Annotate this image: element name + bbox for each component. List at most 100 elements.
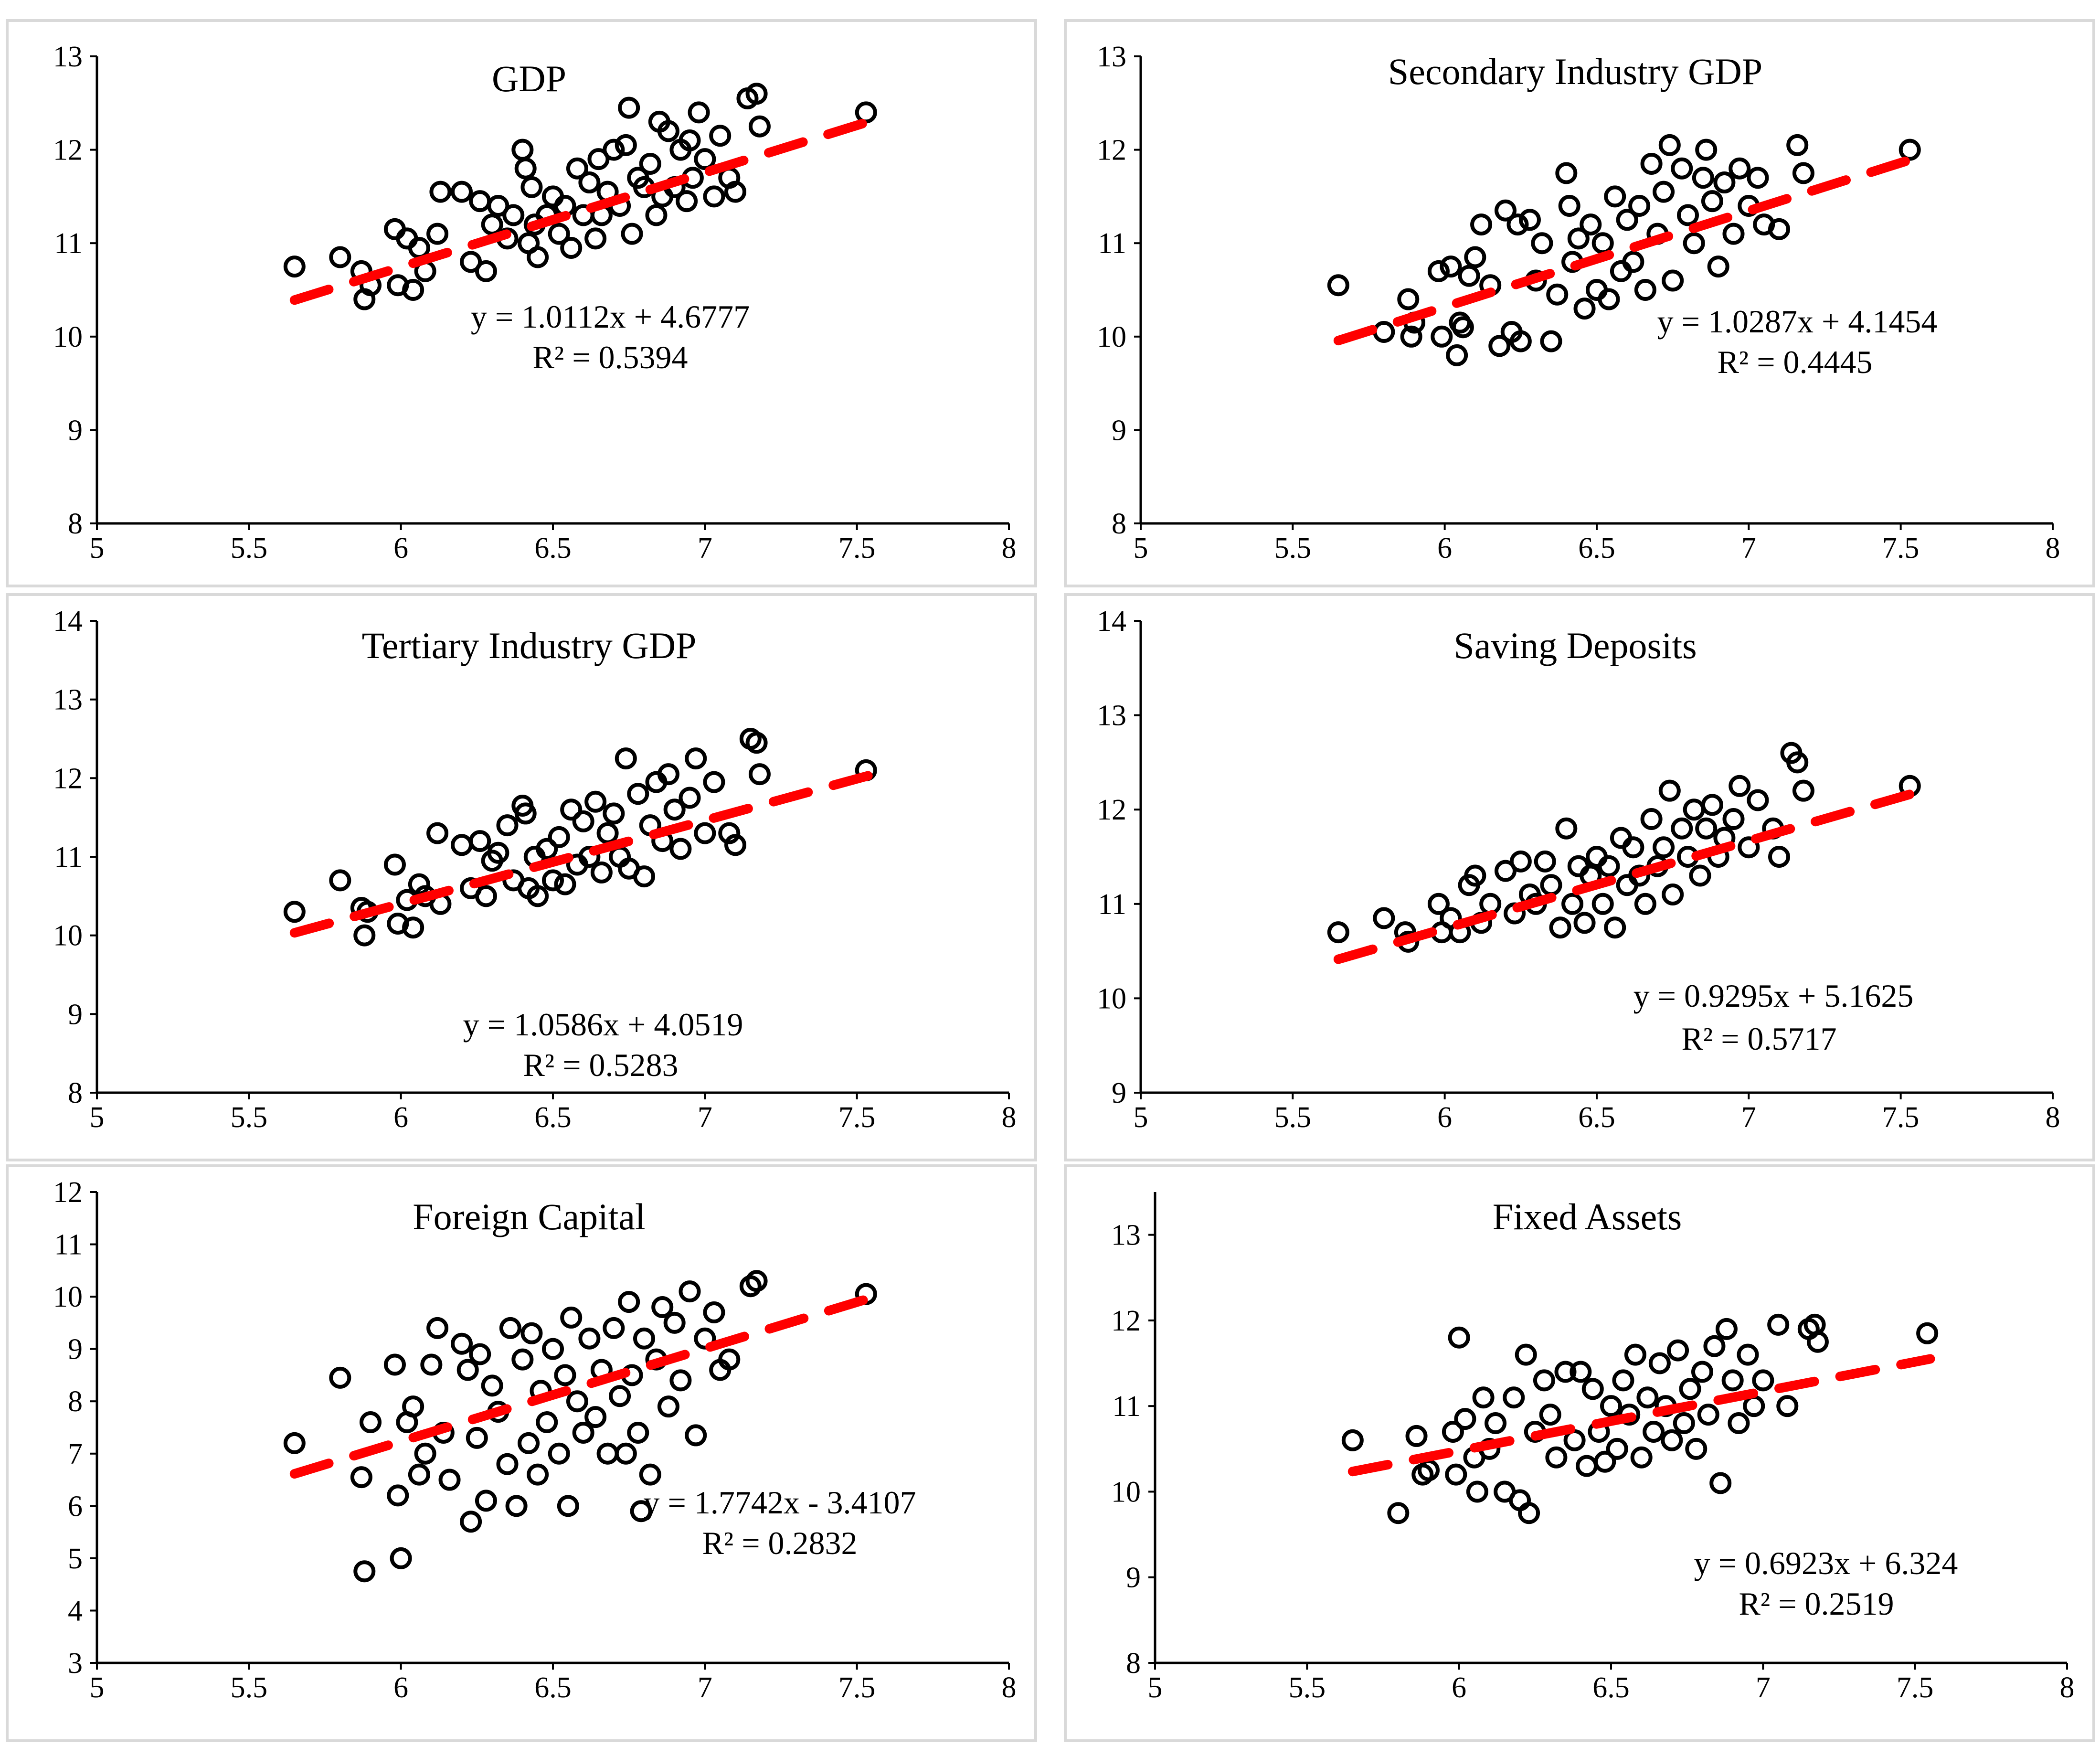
x-tick-label: 7 — [698, 1671, 712, 1704]
y-tick-label: 10 — [53, 1281, 83, 1313]
scatter-chart: 5 5.5 6 6.5 7 7.5 8 9 10 11 12 13 14 Saving Deposits y… — [1097, 605, 2060, 1134]
data-point — [511, 138, 534, 161]
data-point — [383, 853, 406, 876]
data-point — [718, 1348, 741, 1371]
data-point — [396, 227, 418, 250]
data-point — [1695, 817, 1718, 840]
data-point — [1628, 194, 1651, 217]
data-point — [1713, 171, 1736, 194]
data-point — [1442, 1420, 1464, 1443]
data-point — [548, 1442, 570, 1465]
data-point — [584, 227, 607, 250]
data-point — [560, 798, 583, 821]
data-point — [685, 747, 707, 770]
data-point — [469, 190, 491, 213]
data-point — [584, 790, 607, 813]
x-tick-label: 5.5 — [1289, 1671, 1326, 1704]
data-point — [1610, 260, 1632, 282]
data-point — [1786, 751, 1809, 774]
data-point — [527, 246, 549, 268]
data-point — [1452, 316, 1474, 339]
data-point — [1549, 916, 1571, 939]
data-point — [669, 1369, 692, 1392]
data-point — [1446, 344, 1468, 366]
y-tick-label: 5 — [68, 1543, 83, 1575]
data-point — [402, 1395, 424, 1418]
data-point — [1721, 1369, 1744, 1392]
data-point — [283, 1432, 306, 1454]
x-tick-label: 8 — [2046, 1101, 2060, 1134]
data-point — [542, 185, 564, 208]
data-point — [603, 138, 625, 161]
data-point — [1630, 1446, 1653, 1469]
data-point — [1594, 1450, 1616, 1473]
y-tick-label: 13 — [53, 41, 83, 73]
data-point — [536, 838, 558, 860]
data-point — [745, 732, 768, 754]
x-tick-label: 5 — [90, 1101, 105, 1134]
data-point — [548, 826, 570, 848]
data-point — [1464, 246, 1486, 268]
y-tick-label: 12 — [1111, 1305, 1141, 1337]
x-tick-label: 7.5 — [1882, 1101, 1920, 1134]
x-tick-label: 7 — [698, 532, 712, 564]
x-tick-label: 8 — [2060, 1671, 2075, 1704]
r-squared-label: R² = 0.5283 — [523, 1047, 678, 1083]
data-point — [1683, 232, 1705, 255]
data-point — [390, 1547, 412, 1569]
y-tick-label: 11 — [1112, 1390, 1141, 1423]
data-point — [1722, 808, 1745, 830]
chart-title: Fixed Assets — [1493, 1196, 1682, 1237]
x-tick-label: 6 — [393, 1101, 408, 1134]
data-point — [456, 1359, 479, 1381]
data-point — [350, 1466, 372, 1489]
data-point — [1677, 204, 1699, 226]
y-tick-label: 14 — [53, 605, 83, 638]
scatter-chart: 5 5.5 6 6.5 7 7.5 8 8 9 10 11 12 13 Secondary Industr… — [1097, 41, 2060, 564]
x-tick-label: 5.5 — [1274, 1101, 1312, 1134]
y-tick-label: 10 — [1097, 321, 1126, 353]
data-point — [1448, 1326, 1470, 1349]
y-tick-label: 10 — [53, 920, 83, 952]
data-point — [1533, 1369, 1555, 1392]
data-point — [536, 1411, 558, 1434]
y-tick-label: 9 — [68, 1333, 83, 1366]
x-tick-label: 5.5 — [1274, 532, 1312, 564]
chart-title: GDP — [492, 58, 566, 99]
data-point — [1768, 218, 1790, 240]
regression-equation: y = 1.0112x + 4.6777 — [471, 298, 750, 335]
data-point — [694, 1327, 716, 1350]
data-point — [1488, 335, 1511, 357]
data-point — [639, 1463, 661, 1486]
y-tick-label: 12 — [1097, 794, 1126, 826]
data-point — [1503, 1386, 1525, 1409]
data-point — [1327, 274, 1349, 297]
x-tick-label: 7.5 — [838, 532, 876, 564]
data-point — [1606, 1437, 1628, 1460]
data-point — [460, 251, 482, 273]
x-tick-label: 5.5 — [231, 1101, 268, 1134]
data-point — [1555, 817, 1578, 840]
data-point — [1738, 836, 1760, 859]
data-point — [596, 822, 619, 844]
data-point — [1545, 1446, 1568, 1469]
y-tick-label: 8 — [1126, 1647, 1141, 1680]
scatter-chart: 5 5.5 6 6.5 7 7.5 8 3 4 5 6 7 8 9 10 11 12 Foreign Capita… — [53, 1176, 1017, 1704]
data-point — [1653, 181, 1675, 203]
data-point — [603, 1317, 625, 1339]
data-point — [590, 861, 613, 884]
y-tick-label: 13 — [1097, 41, 1126, 73]
x-tick-label: 7 — [698, 1101, 712, 1134]
data-point — [511, 1348, 534, 1371]
data-point — [426, 223, 449, 245]
data-point — [520, 1322, 543, 1344]
data-point — [1518, 1502, 1540, 1524]
data-point — [1728, 1412, 1750, 1435]
data-point — [429, 181, 452, 203]
data-point — [514, 802, 537, 825]
data-point — [1701, 794, 1723, 816]
data-point — [1531, 232, 1553, 255]
r-squared-label: R² = 0.4445 — [1717, 344, 1872, 380]
data-point — [657, 763, 679, 786]
data-point — [283, 901, 306, 923]
